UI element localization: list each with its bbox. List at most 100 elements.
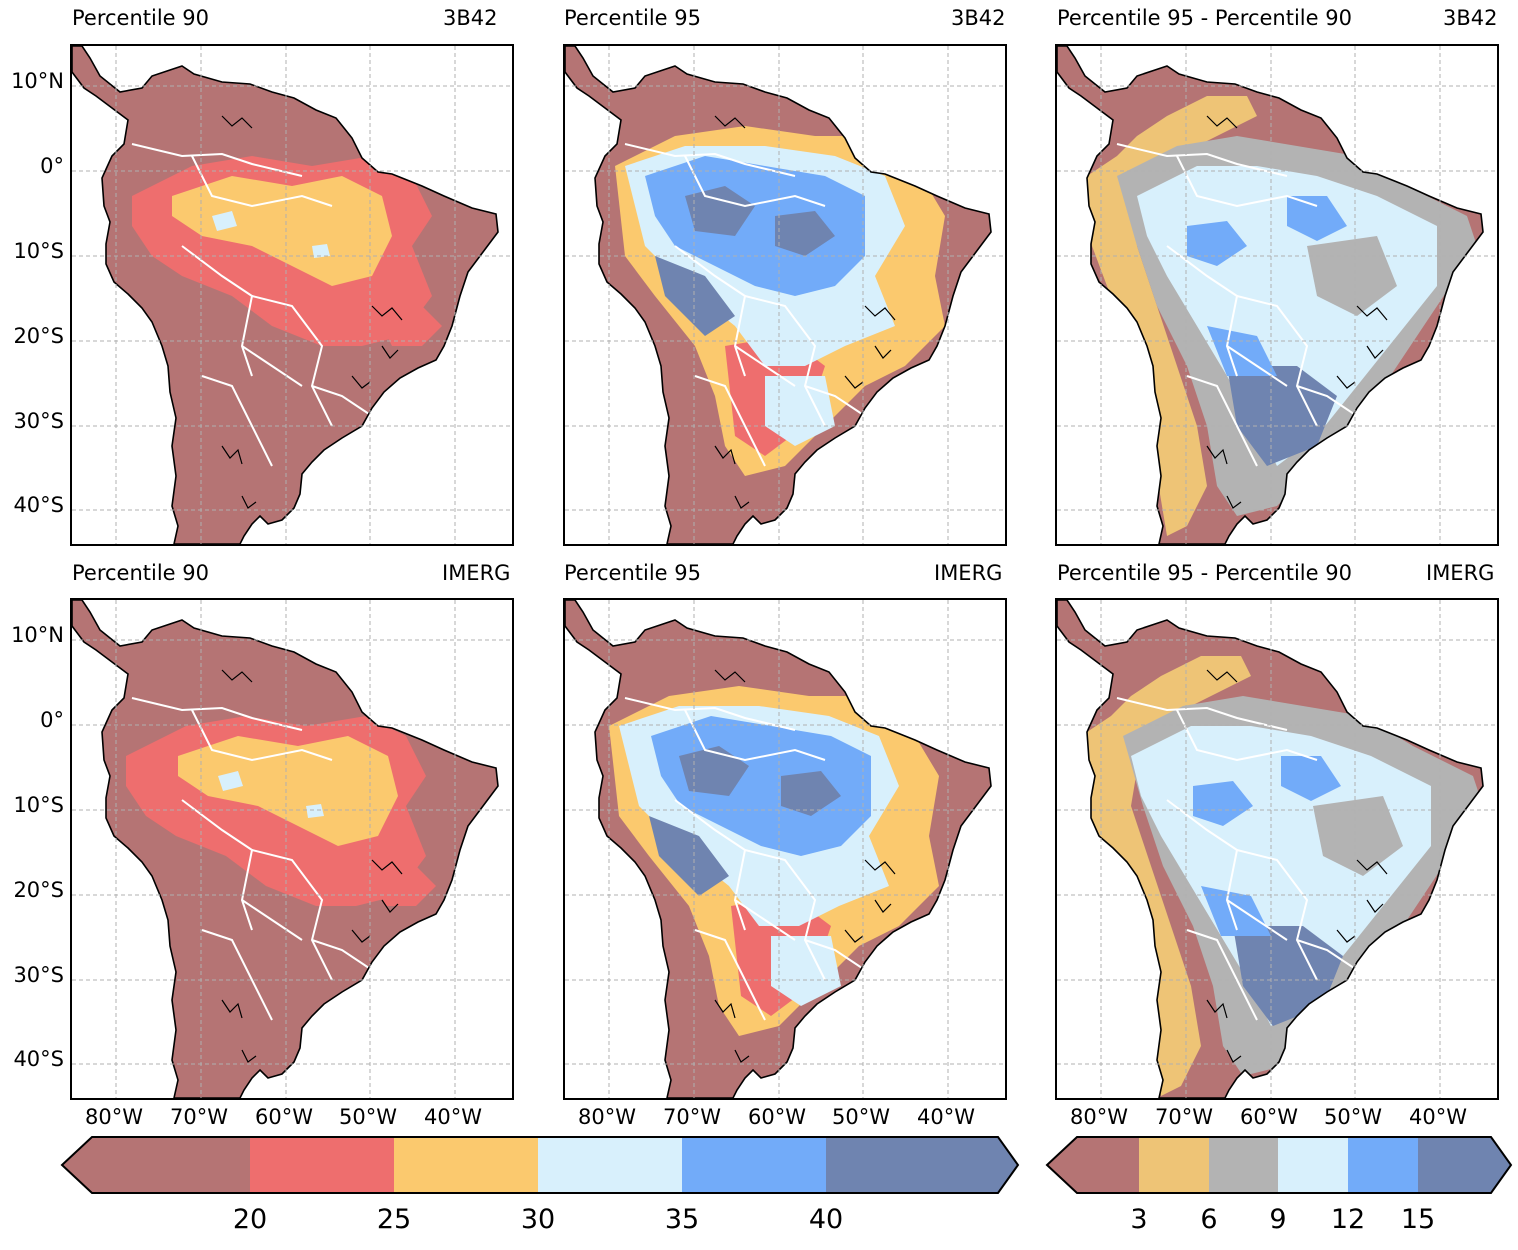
lon-label-80w-col3: 80°W (1070, 1105, 1128, 1129)
panel-4-title-left: Percentile 90 (72, 561, 210, 585)
country-border (201, 929, 273, 1021)
colorbar-segment (682, 1137, 826, 1193)
panel-1-title-left: Percentile 90 (72, 6, 210, 30)
colorbar-tick-15: 15 (1400, 1204, 1436, 1235)
country-border (1226, 345, 1288, 387)
colorbar-segment (1348, 1137, 1418, 1193)
precip-region (212, 211, 237, 231)
lake-outline (1356, 305, 1388, 321)
precip-region (649, 816, 729, 896)
country-border (1296, 939, 1358, 971)
lon-label-80w-col1: 80°W (85, 1105, 143, 1129)
panel-2-title-right: 3B42 (951, 6, 1006, 30)
country-border (684, 709, 826, 762)
colorbar-tick-3: 3 (1130, 1204, 1148, 1235)
panel-3-title-left: Percentile 95 - Percentile 90 (1057, 6, 1352, 30)
lake-outline (1336, 929, 1356, 943)
lake-outline (221, 669, 253, 683)
lake-outline (1206, 445, 1228, 465)
lake-outline (714, 669, 746, 683)
map-panel-p90-imerg (70, 598, 514, 1100)
lake-outline (1206, 999, 1228, 1019)
precip-region (218, 771, 243, 791)
colorbar-tick-30: 30 (520, 1204, 556, 1235)
country-border (241, 899, 303, 941)
lake-outline (371, 305, 403, 321)
lon-label-40w-col1: 40°W (424, 1105, 482, 1129)
lake-outline (734, 495, 750, 509)
lon-label-50w-col2: 50°W (832, 1105, 890, 1129)
lon-label-80w-col2: 80°W (578, 1105, 636, 1129)
country-border (744, 295, 826, 427)
panel-6-title-right: IMERG (1426, 561, 1495, 585)
lat-label-40s-bottom: 40°S (13, 1047, 64, 1071)
country-border (311, 939, 373, 971)
country-border (201, 375, 273, 467)
panel-1-title-right: 3B42 (443, 6, 498, 30)
country-border (1226, 899, 1288, 941)
country-border (804, 939, 866, 971)
country-border (1116, 697, 1288, 731)
colorbar-segment (1047, 1137, 1139, 1193)
coastline (565, 46, 992, 544)
colorbar-tick-12: 12 (1330, 1204, 1366, 1235)
lat-label-0-top: 0° (40, 154, 64, 178)
colorbar-segment (250, 1137, 394, 1193)
country-border (1116, 143, 1288, 177)
country-border (734, 345, 796, 387)
map-panel-p90-3b42 (70, 44, 514, 546)
lake-outline (874, 899, 892, 913)
lat-label-20s-top: 20°S (13, 324, 64, 348)
precip-region (306, 804, 324, 818)
lake-outline (844, 929, 864, 943)
country-border (744, 849, 826, 981)
lake-outline (351, 929, 371, 943)
lake-outline (714, 445, 736, 465)
precip-region (771, 936, 841, 1006)
lat-label-10n-top: 10°N (11, 69, 64, 93)
lon-label-70w-col2: 70°W (663, 1105, 721, 1129)
colorbar-outline (1045, 1136, 1513, 1194)
country-border (191, 155, 333, 208)
lon-label-40w-col3: 40°W (1409, 1105, 1467, 1129)
lake-outline (381, 899, 399, 913)
country-border (734, 899, 796, 941)
lake-outline (864, 859, 896, 875)
colorbar-difference (1045, 1136, 1513, 1194)
lake-outline (864, 305, 896, 321)
colorbar-percentile (60, 1136, 1020, 1194)
colorbar-segment (1418, 1137, 1511, 1193)
lat-label-30s-top: 30°S (13, 409, 64, 433)
panel-3-title-right: 3B42 (1443, 6, 1498, 30)
country-border (804, 385, 866, 417)
colorbar-segment (1278, 1137, 1348, 1193)
lake-outline (1356, 859, 1388, 875)
country-border (694, 929, 766, 1021)
precip-region (1313, 796, 1403, 876)
map-panel-diff-imerg (1055, 598, 1499, 1100)
lat-label-10s-top: 10°S (13, 239, 64, 263)
lake-outline (1366, 899, 1384, 913)
lake-outline (844, 375, 864, 389)
map-panel-p95-3b42 (563, 44, 1007, 546)
lake-outline (1336, 375, 1356, 389)
precip-region (372, 296, 442, 346)
country-border (131, 143, 303, 177)
country-border (251, 849, 333, 981)
colorbar-tick-6: 6 (1200, 1204, 1218, 1235)
colorbar-outline (60, 1136, 1020, 1194)
precip-region (1287, 196, 1347, 241)
lon-label-50w-col1: 50°W (339, 1105, 397, 1129)
lake-outline (381, 345, 399, 359)
map-panel-p95-imerg (563, 598, 1007, 1100)
precip-region (765, 376, 835, 446)
lat-label-20s-bottom: 20°S (13, 878, 64, 902)
lake-outline (1226, 1049, 1242, 1063)
country-border (1186, 929, 1258, 1021)
lon-label-40w-col2: 40°W (917, 1105, 975, 1129)
country-border (1176, 709, 1318, 762)
lake-outline (241, 495, 257, 509)
lon-label-60w-col1: 60°W (255, 1105, 313, 1129)
colorbar-tick-25: 25 (376, 1204, 412, 1235)
country-border (251, 295, 333, 427)
